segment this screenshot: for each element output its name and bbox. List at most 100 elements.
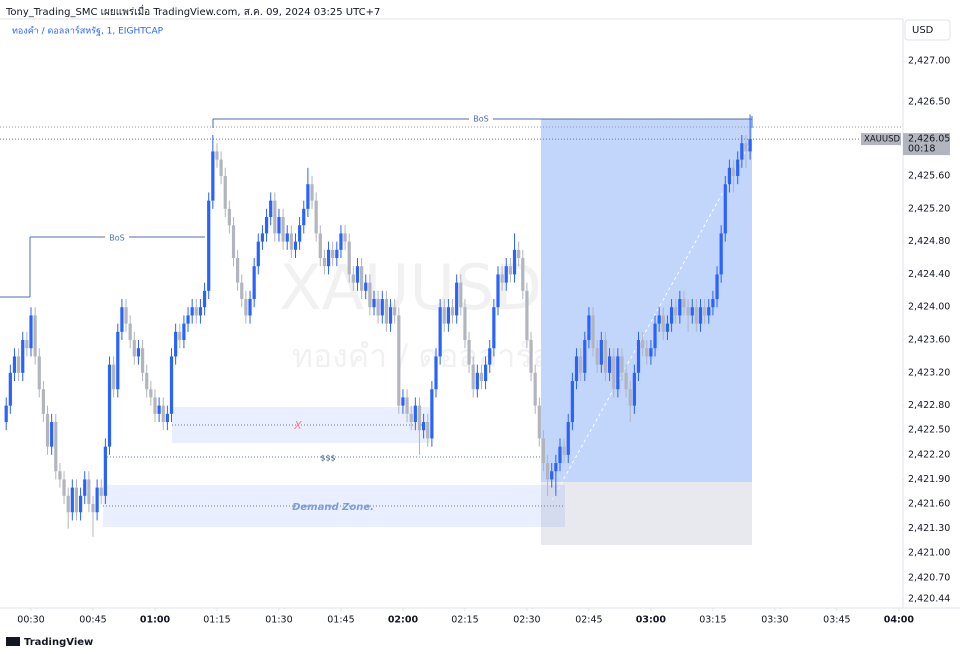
candle-body xyxy=(256,241,260,267)
price-label: 2,426.05 xyxy=(908,134,950,145)
candle-body xyxy=(657,315,661,324)
candle-body xyxy=(298,225,302,242)
candle-body xyxy=(202,290,207,308)
x-tick-label: 02:00 xyxy=(388,615,419,626)
logo-mark xyxy=(6,637,20,646)
y-tick-label: 2,422.20 xyxy=(908,449,950,460)
candle-body xyxy=(83,479,87,496)
candle-body xyxy=(306,184,310,209)
candle-body xyxy=(25,340,29,349)
candle-body xyxy=(628,389,632,406)
candle-body xyxy=(8,372,12,406)
x-tick-label: 02:30 xyxy=(513,615,540,626)
candle-body xyxy=(558,446,562,464)
candle-body xyxy=(471,364,475,390)
candle-body xyxy=(525,290,529,341)
candle-body xyxy=(748,139,752,152)
candle-body xyxy=(521,258,525,291)
y-tick-label: 2,421.00 xyxy=(908,548,950,559)
candle-body xyxy=(446,307,451,324)
candle-body xyxy=(165,413,169,423)
candle-body xyxy=(219,159,223,177)
candle-body xyxy=(66,495,70,513)
candle-body xyxy=(62,479,66,496)
candle-body xyxy=(112,364,116,390)
candle-body xyxy=(376,299,380,316)
candle-body xyxy=(310,184,314,201)
candle-body xyxy=(616,356,620,390)
candle-body xyxy=(236,258,240,283)
candle-body xyxy=(401,397,405,406)
candle-body xyxy=(364,282,368,291)
brand[interactable]: TradingView xyxy=(24,637,93,648)
candle-body xyxy=(74,487,79,513)
candle-body xyxy=(318,233,322,259)
candle-body xyxy=(496,274,500,308)
candle-body xyxy=(533,372,537,406)
x-tick-label: 01:15 xyxy=(203,615,230,626)
x-tick-label: 00:30 xyxy=(17,615,44,626)
candle-body xyxy=(422,422,426,431)
y-tick-label: 2,425.20 xyxy=(908,203,950,214)
x-tick-label: 03:00 xyxy=(636,615,667,626)
candle-body xyxy=(248,299,252,316)
currency-box[interactable] xyxy=(904,19,951,41)
candle-body xyxy=(99,487,103,496)
projection-line xyxy=(551,139,753,501)
x-tick-label: 02:15 xyxy=(451,615,478,626)
candle-body xyxy=(612,356,616,390)
y-tick-label: 2,420.70 xyxy=(908,572,950,583)
candle-body xyxy=(463,307,467,341)
candle-body xyxy=(347,241,351,275)
candle-body xyxy=(388,307,393,324)
candle-body xyxy=(339,233,343,250)
candle-body xyxy=(343,233,347,242)
candle-body xyxy=(736,159,740,177)
candle-body xyxy=(211,151,215,201)
candle-body xyxy=(16,356,21,373)
candle-body xyxy=(355,266,360,283)
candle-body xyxy=(116,331,120,390)
candle-body xyxy=(620,356,624,373)
candle-body xyxy=(562,446,566,455)
candle-body xyxy=(70,487,74,513)
candle-body xyxy=(380,299,384,316)
candle-body xyxy=(368,282,372,308)
candle-body xyxy=(744,143,748,152)
candle-body xyxy=(632,372,636,406)
candle-body xyxy=(120,307,124,332)
candle-body xyxy=(326,249,331,267)
candle-body xyxy=(157,405,161,414)
candle-body xyxy=(641,340,645,349)
candle-body xyxy=(603,340,608,373)
x-tick-label: 01:30 xyxy=(265,615,292,626)
candle-body xyxy=(459,282,463,308)
candle-body xyxy=(492,307,496,349)
candle-body xyxy=(645,348,649,357)
candle-body xyxy=(715,274,719,300)
y-tick-label: 2,425.60 xyxy=(908,171,950,182)
candle-body xyxy=(124,307,128,324)
candle-body xyxy=(417,405,422,431)
x-tick-label: 03:45 xyxy=(823,615,850,626)
candle-body xyxy=(483,364,488,382)
candle-body xyxy=(186,315,190,324)
candle-body xyxy=(351,274,355,283)
candle-body xyxy=(450,307,455,316)
candle-body xyxy=(405,397,409,414)
liquidity-label: $$$ xyxy=(320,454,335,463)
candle-body xyxy=(703,307,707,316)
candle-body xyxy=(231,225,236,259)
candle-body xyxy=(145,372,149,390)
candle-body xyxy=(314,200,318,234)
candle-body xyxy=(479,372,484,382)
candle-body xyxy=(426,422,430,439)
candle-body xyxy=(690,307,694,316)
candle-body xyxy=(273,200,277,234)
candle-body xyxy=(669,307,674,324)
candle-body xyxy=(331,249,335,259)
candle-body xyxy=(302,208,306,226)
currency[interactable]: USD xyxy=(912,25,934,36)
candle-body xyxy=(653,323,657,349)
